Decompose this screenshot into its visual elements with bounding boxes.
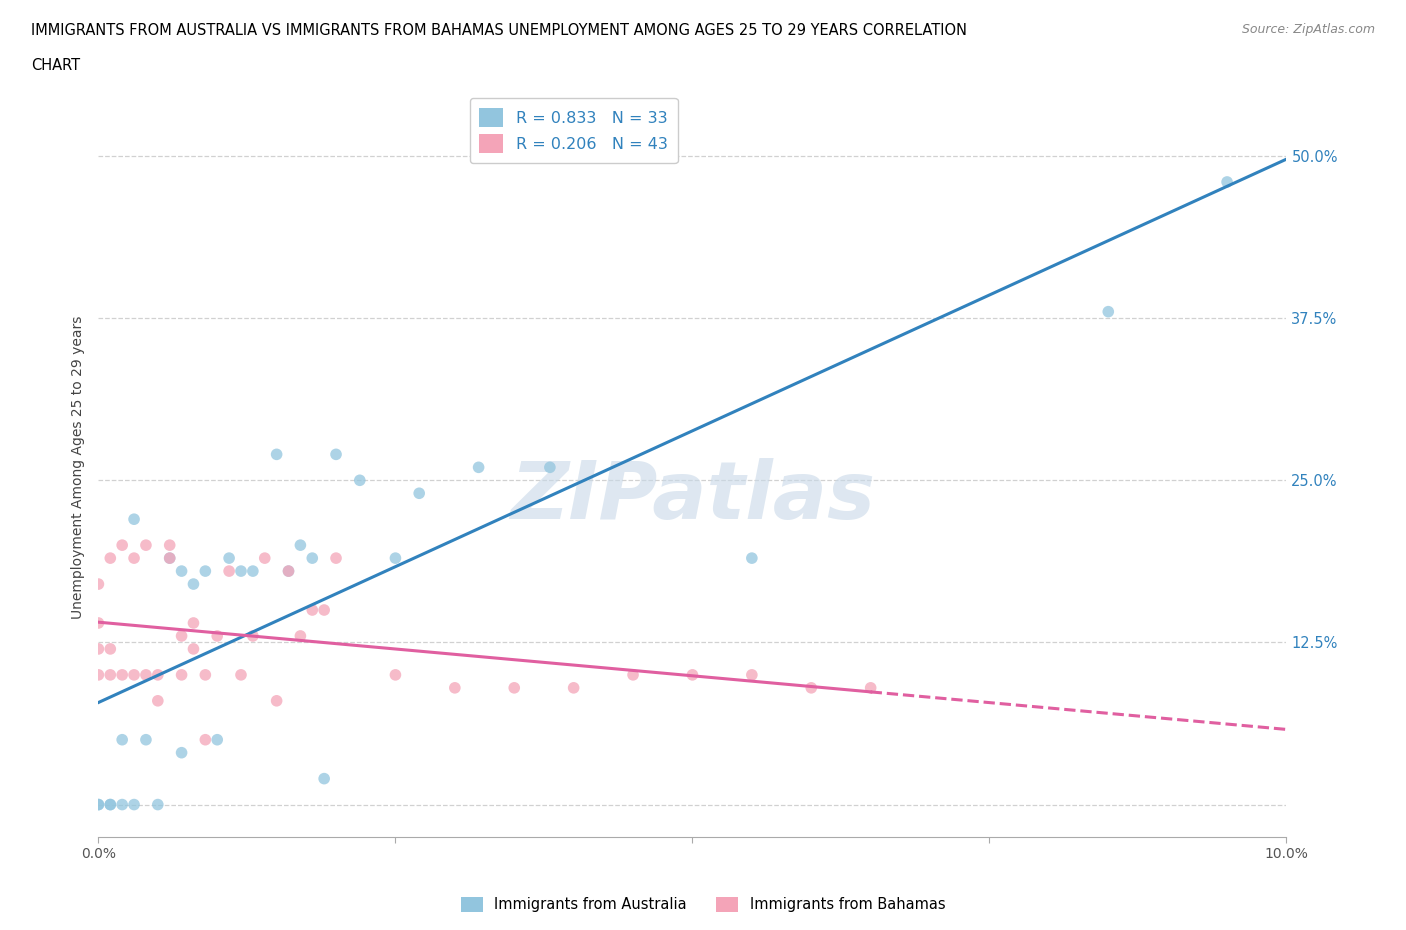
Point [503,681,526,696]
Point [111,732,134,747]
Point [218,551,240,565]
Legend: Immigrants from Australia, Immigrants from Bahamas: Immigrants from Australia, Immigrants fr… [456,891,950,918]
Point [384,551,406,565]
Point [122,797,145,812]
Point [98,797,121,812]
Point [122,512,145,526]
Point [1216,175,1239,190]
Point [111,797,134,812]
Point [741,551,763,565]
Text: CHART: CHART [31,58,80,73]
Text: IMMIGRANTS FROM AUSTRALIA VS IMMIGRANTS FROM BAHAMAS UNEMPLOYMENT AMONG AGES 25 : IMMIGRANTS FROM AUSTRALIA VS IMMIGRANTS … [31,23,967,38]
Point [266,694,288,709]
Point [290,629,312,644]
Point [741,668,763,683]
Point [229,564,252,578]
Point [325,551,347,565]
Point [98,797,121,812]
Point [242,564,264,578]
Point [87,577,110,591]
Point [621,668,644,683]
Point [1097,304,1119,319]
Text: Source: ZipAtlas.com: Source: ZipAtlas.com [1241,23,1375,36]
Point [159,551,181,565]
Point [98,668,121,683]
Point [229,668,252,683]
Point [98,551,121,565]
Point [87,797,110,812]
Point [682,668,704,683]
Point [800,681,823,696]
Point [301,603,323,618]
Point [122,551,145,565]
Text: ZIPatlas: ZIPatlas [510,458,875,536]
Point [183,616,205,631]
Point [266,447,288,462]
Point [277,564,299,578]
Point [301,551,323,565]
Point [207,629,229,644]
Point [290,538,312,552]
Point [87,668,110,683]
Point [384,668,406,683]
Point [277,564,299,578]
Point [98,642,121,657]
Point [159,551,181,565]
Point [146,694,169,709]
Point [135,732,157,747]
Point [242,629,264,644]
Legend: R = 0.833   N = 33, R = 0.206   N = 43: R = 0.833 N = 33, R = 0.206 N = 43 [470,99,678,163]
Point [170,668,193,683]
Point [111,668,134,683]
Point [87,797,110,812]
Point [183,642,205,657]
Y-axis label: Unemployment Among Ages 25 to 29 years: Unemployment Among Ages 25 to 29 years [72,315,86,619]
Point [538,460,561,474]
Point [183,577,205,591]
Point [314,771,336,786]
Point [207,732,229,747]
Point [111,538,134,552]
Point [135,668,157,683]
Point [87,616,110,631]
Point [170,564,193,578]
Point [146,797,169,812]
Point [170,629,193,644]
Point [159,538,181,552]
Point [562,681,585,696]
Point [408,485,430,500]
Point [218,564,240,578]
Point [194,564,217,578]
Point [325,447,347,462]
Point [859,681,882,696]
Point [87,642,110,657]
Point [253,551,276,565]
Point [135,538,157,552]
Point [349,472,371,487]
Point [122,668,145,683]
Point [467,460,489,474]
Point [146,668,169,683]
Point [443,681,465,696]
Point [194,668,217,683]
Point [314,603,336,618]
Point [170,745,193,760]
Point [194,732,217,747]
